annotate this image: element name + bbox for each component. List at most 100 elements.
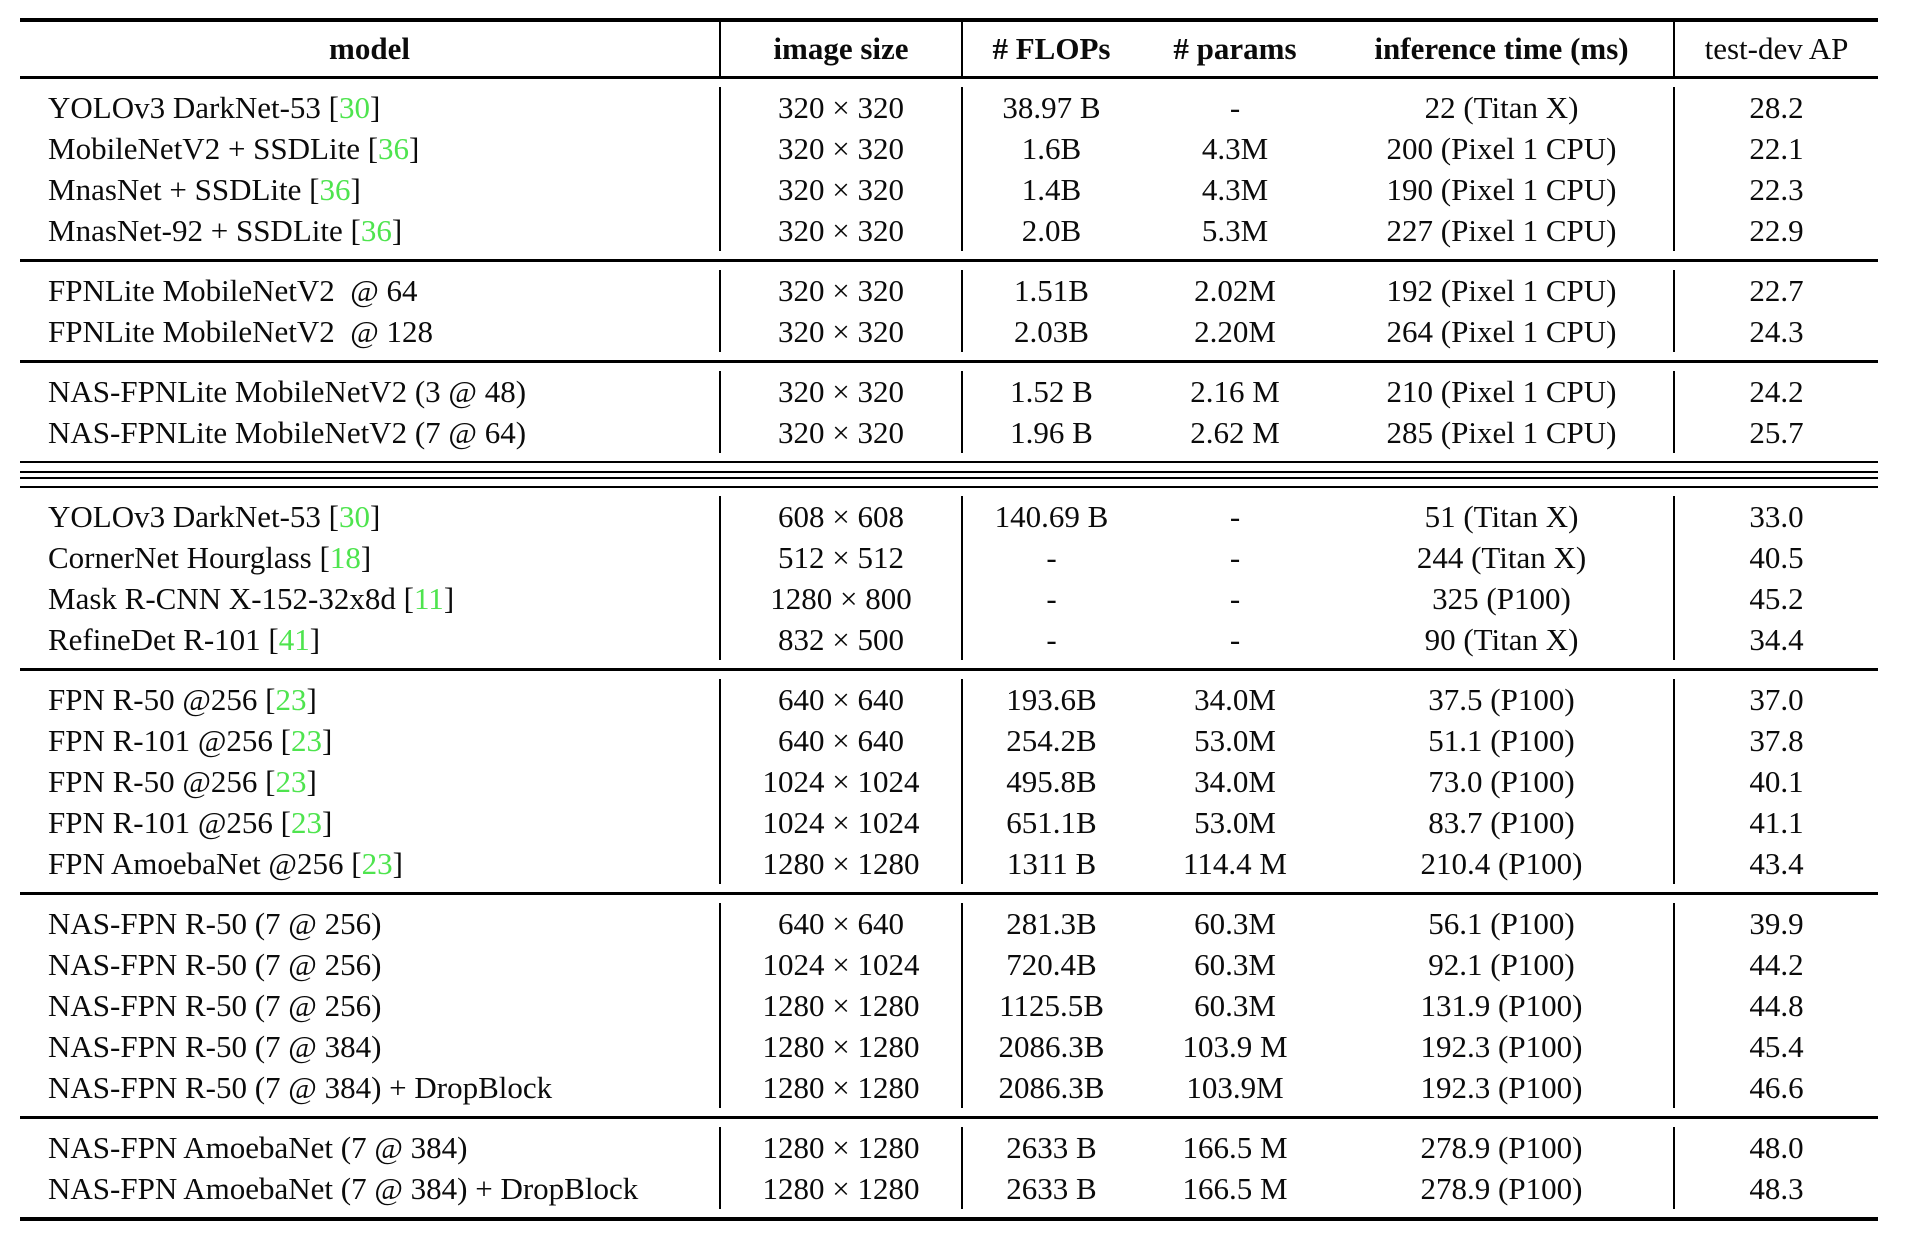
flops-cell: 2633 B <box>1006 1170 1097 1206</box>
image-size-cell: 1024 × 1024 <box>720 761 963 802</box>
params-cell: 4.3M <box>1201 171 1269 207</box>
params-cell: 34.0M <box>1194 681 1276 717</box>
model-cell: MnasNet + SSDLite [36] <box>20 169 721 210</box>
test-dev-ap-cell: 39.9 <box>1749 905 1804 941</box>
citation-link[interactable]: 23 <box>291 804 322 840</box>
test-dev-ap-cell: 45.4 <box>1749 1028 1804 1064</box>
image-size-cell: 1280 × 1280 <box>720 1127 963 1168</box>
params-cell: 5.3M <box>1201 212 1269 248</box>
params-cell: 4.3M <box>1201 130 1269 166</box>
citation-link[interactable]: 30 <box>338 89 370 125</box>
inference-time-cell: 192.3 (P100) <box>1330 1026 1675 1067</box>
image-size-cell: 320 × 320 <box>720 371 963 412</box>
citation-link[interactable]: 23 <box>291 722 322 758</box>
table-row: FPNLite MobileNetV2 @ 128 320 × 320 2.03B 2… <box>20 311 1878 352</box>
image-size-cell: 640 × 640 <box>720 720 963 761</box>
citation-link[interactable]: 23 <box>275 763 307 799</box>
flops-cell: 2633 B <box>1006 1129 1097 1165</box>
table-row: NAS-FPNLite MobileNetV2 (7 @ 64) 320 × 32… <box>20 412 1878 453</box>
model-cell: Mask R-CNN X-152-32x8d [11] <box>20 578 721 619</box>
image-size-cell: 512 × 512 <box>720 537 963 578</box>
table-row: NAS-FPN R-50 (7 @ 384) + DropBlock 1280 ×… <box>20 1067 1878 1108</box>
params-cell: - <box>1229 539 1241 575</box>
citation-link[interactable]: 11 <box>413 580 444 616</box>
params-cell: 2.62 M <box>1190 414 1280 450</box>
flops-cell: 193.6B <box>1006 681 1097 717</box>
image-size-cell: 1280 × 800 <box>720 578 963 619</box>
params-cell: - <box>1229 89 1241 125</box>
image-size-cell: 320 × 320 <box>720 412 963 453</box>
model-cell: YOLOv3 DarkNet-53 [30] <box>20 496 721 537</box>
table-section: FPN R-50 @256 [23] 640 × 640 193.6B 34.0M 37… <box>20 669 1878 894</box>
image-size-cell: 1280 × 1280 <box>720 843 963 884</box>
citation-link[interactable]: 36 <box>319 171 351 207</box>
test-dev-ap-cell: 22.9 <box>1749 212 1804 248</box>
col-header-flops: # FLOPs <box>962 20 1140 79</box>
test-dev-ap-cell: 22.1 <box>1749 130 1804 166</box>
flops-cell: 1311 B <box>1006 845 1097 881</box>
spacer-row <box>20 884 1878 894</box>
flops-cell: 2086.3B <box>998 1069 1105 1105</box>
params-cell: 34.0M <box>1194 763 1276 799</box>
test-dev-ap-cell: 33.0 <box>1749 498 1804 534</box>
image-size-cell: 320 × 320 <box>720 128 963 169</box>
test-dev-ap-cell: 44.2 <box>1749 946 1804 982</box>
params-cell: 2.02M <box>1194 272 1276 308</box>
params-cell: 60.3M <box>1194 946 1276 982</box>
inference-time-cell: 22 (Titan X) <box>1330 87 1675 128</box>
citation-link[interactable]: 23 <box>275 681 307 717</box>
table-section: FPNLite MobileNetV2 @ 64 320 × 320 1.51B 2.… <box>20 260 1878 362</box>
model-cell: NAS-FPN R-50 (7 @ 256) <box>20 985 721 1026</box>
inference-time-cell: 90 (Titan X) <box>1330 619 1675 660</box>
image-size-cell: 1024 × 1024 <box>720 802 963 843</box>
table-row: NAS-FPN R-50 (7 @ 256) 1024 × 1024 720.4B 6… <box>20 944 1878 985</box>
test-dev-ap-cell: 34.4 <box>1749 621 1804 657</box>
flops-cell: - <box>1046 539 1057 575</box>
table-row: Mask R-CNN X-152-32x8d [11] 1280 × 800 - - 3… <box>20 578 1878 619</box>
table-section: YOLOv3 DarkNet-53 [30] 608 × 608 140.69 B -… <box>20 488 1878 670</box>
table-row: NAS-FPN AmoebaNet (7 @ 384) 1280 × 1280 26… <box>20 1127 1878 1168</box>
table-row: FPN R-101 @256 [23] 640 × 640 254.2B 53.0M 5… <box>20 720 1878 761</box>
model-cell: RefineDet R-101 [41] <box>20 619 721 660</box>
citation-link[interactable]: 30 <box>338 498 370 534</box>
col-header-image-size: image size <box>720 20 963 79</box>
test-dev-ap-cell: 45.2 <box>1749 580 1804 616</box>
citation-link[interactable]: 23 <box>361 845 393 881</box>
test-dev-ap-cell: 24.3 <box>1749 313 1804 349</box>
header-row: model image size # FLOPs # params infere… <box>20 20 1878 79</box>
table-row: FPN R-50 @256 [23] 1024 × 1024 495.8B 34.0M… <box>20 761 1878 802</box>
table-row: FPN AmoebaNet @256 [23] 1280 × 1280 1311 B… <box>20 843 1878 884</box>
model-cell: CornerNet Hourglass [18] <box>20 537 721 578</box>
image-size-cell: 640 × 640 <box>720 679 963 720</box>
citation-link[interactable]: 36 <box>378 130 410 166</box>
model-comparison-table: model image size # FLOPs # params infere… <box>20 18 1878 1221</box>
spacer-row <box>20 670 1878 680</box>
image-size-cell: 320 × 320 <box>720 210 963 251</box>
inference-time-cell: 73.0 (P100) <box>1330 761 1675 802</box>
table-header: model image size # FLOPs # params infere… <box>20 20 1878 79</box>
spacer-cell <box>20 1108 1878 1118</box>
spacer-row <box>20 1209 1878 1219</box>
table-row: MnasNet-92 + SSDLite [36] 320 × 320 2.0B 5.… <box>20 210 1878 251</box>
flops-cell: 495.8B <box>1006 763 1097 799</box>
citation-link[interactable]: 36 <box>360 212 392 248</box>
flops-cell: 2086.3B <box>998 1028 1105 1064</box>
inference-time-cell: 244 (Titan X) <box>1330 537 1675 578</box>
citation-link[interactable]: 41 <box>278 621 310 657</box>
flops-cell: 254.2B <box>1006 722 1097 758</box>
test-dev-ap-cell: 48.3 <box>1749 1170 1804 1206</box>
test-dev-ap-cell: 24.2 <box>1749 373 1804 409</box>
inference-time-cell: 227 (Pixel 1 CPU) <box>1330 210 1675 251</box>
model-cell: FPN R-101 @256 [23] <box>20 802 721 843</box>
inference-time-cell: 285 (Pixel 1 CPU) <box>1330 412 1675 453</box>
test-dev-ap-cell: 40.5 <box>1749 539 1804 575</box>
flops-cell: 2.03B <box>1014 313 1089 349</box>
model-cell: NAS-FPN R-50 (7 @ 384) <box>20 1026 721 1067</box>
citation-link[interactable]: 18 <box>329 539 361 575</box>
table-row: MobileNetV2 + SSDLite [36] 320 × 320 1.6B 4… <box>20 128 1878 169</box>
model-cell: NAS-FPN R-50 (7 @ 256) <box>20 944 721 985</box>
table-row: FPN R-101 @256 [23] 1024 × 1024 651.1B 53.0… <box>20 802 1878 843</box>
params-cell: 103.9 M <box>1182 1028 1288 1064</box>
test-dev-ap-cell: 44.8 <box>1749 987 1804 1023</box>
spacer-row <box>20 894 1878 904</box>
